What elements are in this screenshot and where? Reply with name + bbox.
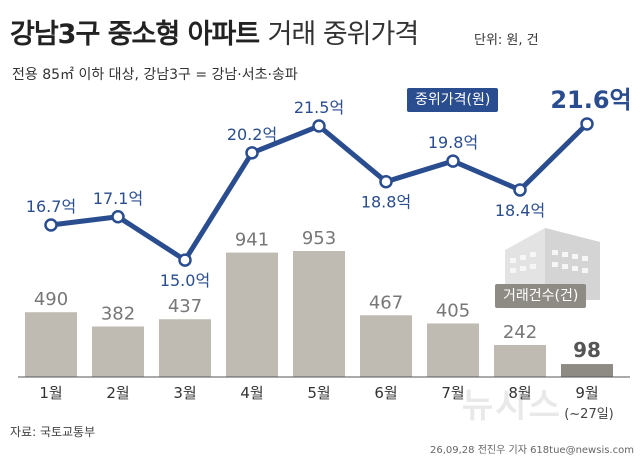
unit-note: 단위: 원, 건: [474, 33, 539, 48]
last-month-note: (~27일): [564, 407, 614, 422]
credit-note: 26,09,28 전진우 기자 618tue@newsis.com: [430, 445, 634, 456]
bar-value-label: 437: [168, 296, 202, 317]
x-tick-label: 6월: [374, 384, 397, 402]
price-value-label: 19.8억: [428, 133, 478, 152]
source-note: 자료: 국토교통부: [10, 425, 96, 439]
watermark: 뉴시스: [462, 386, 562, 426]
bar-value-label: 382: [101, 303, 135, 324]
bar: [427, 323, 479, 377]
bar: [92, 326, 144, 377]
page-title: 강남3구 중소형 아파트 거래 중위가격: [10, 12, 420, 51]
price-point: [580, 117, 594, 131]
price-value-label: 15.0억: [160, 271, 210, 290]
bar: [360, 315, 412, 377]
bar-value-label: 467: [369, 292, 403, 313]
x-tick-label: 7월: [441, 384, 464, 402]
price-point: [379, 174, 393, 189]
subtitle: 전용 85㎡ 이하 대상, 강남3구 = 강남·서초·송파: [12, 67, 298, 83]
price-point: [111, 210, 125, 224]
building-icon: [505, 228, 600, 300]
x-tick-label: 5월: [307, 384, 330, 402]
price-point: [245, 146, 259, 160]
bar: [494, 345, 546, 377]
x-tick-label: 9월: [575, 384, 598, 402]
bar-value-label: 490: [34, 289, 68, 310]
bar-value-label: 941: [235, 230, 269, 251]
price-value-label: 21.6억: [550, 86, 631, 114]
bar-value-label: 242: [503, 322, 537, 343]
x-tick-label: 3월: [173, 384, 196, 402]
bar: [226, 252, 278, 377]
bar: [159, 319, 211, 377]
price-point: [446, 154, 460, 168]
bar-value-label: 953: [302, 228, 336, 249]
price-value-label: 18.4억: [495, 201, 545, 220]
price-point: [178, 253, 192, 267]
title-bold: 강남3구 중소형 아파트: [10, 19, 260, 50]
x-tick-label: 2월: [106, 384, 129, 402]
bar: [25, 312, 77, 377]
x-tick-label: 8월: [508, 384, 531, 402]
price-point: [513, 183, 527, 197]
title-light: 거래 중위가격: [267, 19, 420, 50]
bar: [561, 364, 613, 377]
price-value-label: 18.8억: [361, 193, 411, 212]
legend-count: 거래건수(건): [495, 284, 587, 308]
price-point: [312, 119, 326, 133]
price-point: [44, 218, 58, 232]
price-value-label: 20.2억: [227, 125, 277, 144]
price-value-label: 16.7억: [26, 197, 76, 216]
legend-price: 중위가격(원): [407, 88, 499, 112]
bar-value-label: 98: [573, 338, 601, 362]
bar: [293, 251, 345, 377]
price-value-label: 17.1억: [93, 189, 143, 208]
bar-value-label: 405: [436, 300, 470, 321]
x-tick-label: 4월: [240, 384, 263, 402]
x-tick-label: 1월: [39, 384, 62, 402]
price-value-label: 21.5억: [294, 98, 344, 117]
